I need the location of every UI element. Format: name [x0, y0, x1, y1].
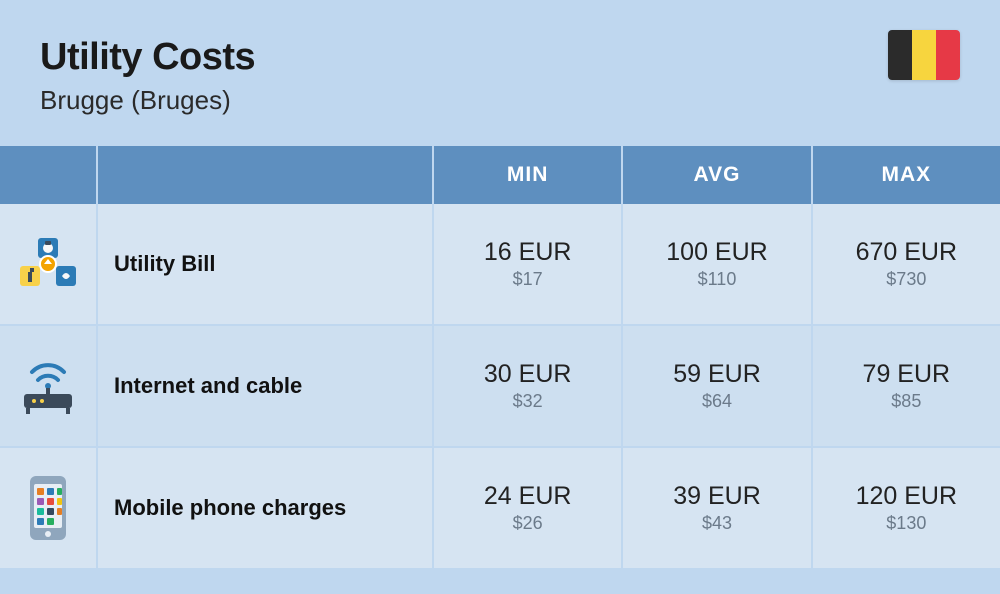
cell-label: Utility Bill [98, 204, 434, 324]
cell-avg: 100 EUR $110 [623, 204, 812, 324]
cell-avg: 59 EUR $64 [623, 326, 812, 446]
router-icon [16, 354, 80, 418]
value-secondary: $32 [513, 391, 543, 412]
value-primary: 100 EUR [666, 238, 767, 267]
flag-stripe-2 [912, 30, 936, 80]
cell-max: 670 EUR $730 [813, 204, 1000, 324]
cell-max: 120 EUR $130 [813, 448, 1000, 568]
table-row: Utility Bill 16 EUR $17 100 EUR $110 670… [0, 204, 1000, 326]
value-primary: 59 EUR [673, 360, 761, 389]
page-subtitle: Brugge (Bruges) [40, 85, 960, 116]
utility-icon [16, 232, 80, 296]
value-secondary: $26 [513, 513, 543, 534]
cell-icon [0, 204, 98, 324]
cell-icon [0, 326, 98, 446]
table-header-row: MIN AVG MAX [0, 146, 1000, 204]
th-avg: AVG [623, 146, 812, 204]
cell-min: 16 EUR $17 [434, 204, 623, 324]
th-icon [0, 146, 98, 204]
cell-avg: 39 EUR $43 [623, 448, 812, 568]
th-min: MIN [434, 146, 623, 204]
header: Utility Costs Brugge (Bruges) [0, 0, 1000, 146]
row-label: Internet and cable [114, 373, 302, 399]
cell-icon [0, 448, 98, 568]
value-primary: 79 EUR [863, 360, 951, 389]
value-primary: 39 EUR [673, 482, 761, 511]
value-secondary: $730 [886, 269, 926, 290]
costs-table: MIN AVG MAX Utility Bill 16 EUR $17 [0, 146, 1000, 570]
flag-stripe-1 [888, 30, 912, 80]
page-title: Utility Costs [40, 36, 960, 79]
phone-icon [20, 472, 76, 544]
value-secondary: $85 [891, 391, 921, 412]
belgium-flag-icon [888, 30, 960, 80]
cell-label: Internet and cable [98, 326, 434, 446]
table-row: Mobile phone charges 24 EUR $26 39 EUR $… [0, 448, 1000, 570]
value-secondary: $43 [702, 513, 732, 534]
flag-stripe-3 [936, 30, 960, 80]
value-secondary: $110 [698, 269, 737, 290]
value-secondary: $64 [702, 391, 732, 412]
cell-min: 24 EUR $26 [434, 448, 623, 568]
cell-max: 79 EUR $85 [813, 326, 1000, 446]
value-secondary: $17 [513, 269, 543, 290]
value-primary: 24 EUR [484, 482, 572, 511]
value-primary: 30 EUR [484, 360, 572, 389]
value-primary: 670 EUR [856, 238, 957, 267]
cell-min: 30 EUR $32 [434, 326, 623, 446]
row-label: Mobile phone charges [114, 495, 346, 521]
th-max: MAX [813, 146, 1000, 204]
th-label [98, 146, 434, 204]
value-secondary: $130 [886, 513, 926, 534]
cell-label: Mobile phone charges [98, 448, 434, 568]
value-primary: 16 EUR [484, 238, 572, 267]
table-row: Internet and cable 30 EUR $32 59 EUR $64… [0, 326, 1000, 448]
row-label: Utility Bill [114, 251, 215, 277]
value-primary: 120 EUR [856, 482, 957, 511]
